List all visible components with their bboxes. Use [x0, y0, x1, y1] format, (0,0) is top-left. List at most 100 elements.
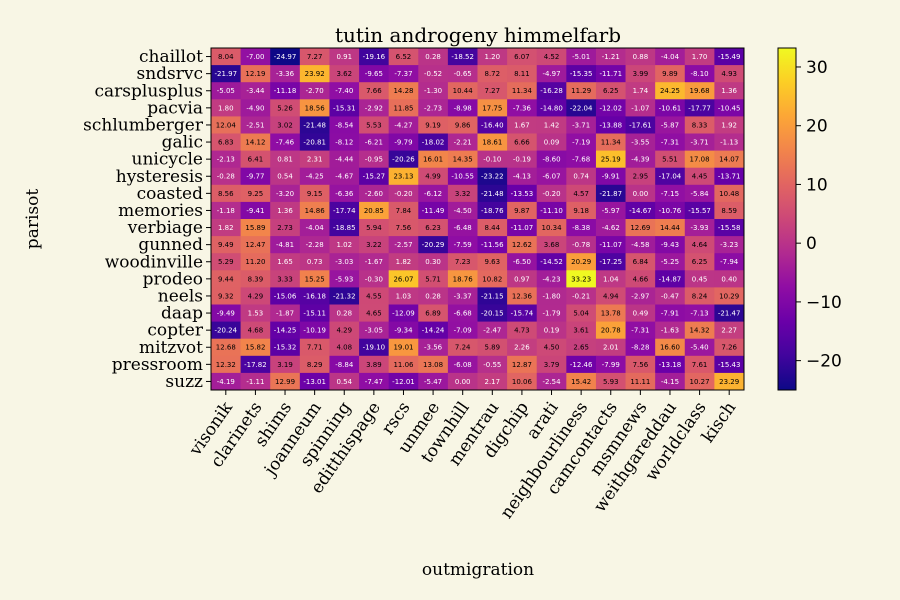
heatmap-cell	[536, 48, 567, 66]
heatmap-cell	[714, 150, 745, 169]
cell-value-label: 7.27	[485, 87, 501, 95]
cell-value-label: -11.49	[422, 207, 445, 215]
heatmap-cell	[418, 372, 449, 391]
cell-value-label: -4.19	[217, 378, 235, 386]
heatmap-cell	[625, 304, 656, 322]
cell-value-label: 7.24	[455, 344, 471, 352]
heatmap-cell	[329, 201, 360, 220]
cell-value-label: -4.67	[335, 173, 353, 181]
cell-value-label: 15.25	[305, 275, 325, 283]
cell-value-label: -11.07	[599, 241, 622, 249]
cell-value-label: -15.31	[333, 104, 356, 112]
heatmap-cell	[270, 184, 301, 203]
heatmap-cell	[299, 219, 330, 237]
cell-value-label: 4.50	[544, 344, 560, 352]
cell-value-label: 11.06	[393, 361, 414, 369]
colorbar-ticks: −20 −10 0 10 20 30	[796, 58, 842, 372]
heatmap-cell	[211, 65, 242, 83]
cell-value-label: 14.07	[719, 156, 739, 164]
cell-value-label: 1.42	[544, 121, 560, 129]
heatmap-cell	[447, 48, 478, 66]
cell-value-label: 14.32	[690, 327, 710, 335]
heatmap-cell	[270, 355, 301, 374]
heatmap-cell	[388, 48, 419, 66]
heatmap-cell	[211, 338, 242, 357]
heatmap-cell	[477, 184, 508, 203]
heatmap-cell	[625, 270, 656, 288]
y-tick-label: suzz	[165, 372, 203, 392]
heatmap-cell	[595, 355, 626, 374]
heatmap-cell	[447, 270, 478, 288]
heatmap-cell	[625, 133, 656, 151]
cell-value-label: -15.49	[718, 53, 741, 61]
cell-value-label: 12.87	[512, 361, 532, 369]
heatmap-cell	[714, 116, 745, 134]
heatmap-cell	[655, 236, 686, 254]
cell-value-label: -16.28	[540, 87, 563, 95]
heatmap-cell	[684, 253, 715, 271]
cell-value-label: -18.52	[451, 53, 474, 61]
y-tick-label: pressroom	[112, 355, 203, 375]
cell-value-label: 20.78	[601, 327, 621, 335]
cell-value-label: -6.12	[424, 190, 442, 198]
cell-value-label: -15.35	[570, 70, 593, 78]
heatmap-cell	[625, 372, 656, 391]
heatmap-cell	[270, 321, 301, 340]
cell-value-label: 5.89	[485, 344, 501, 352]
cell-value-label: 9.19	[425, 121, 441, 129]
cell-value-label: -8.98	[454, 104, 472, 112]
cell-value-label: -9.34	[394, 327, 413, 335]
cell-value-label: -12.02	[599, 104, 622, 112]
y-tick-label: sndsrvc	[136, 64, 203, 84]
cell-value-label: 1.04	[603, 275, 619, 283]
cell-value-label: 14.28	[393, 87, 413, 95]
heatmap-cell	[625, 99, 656, 117]
cell-value-label: -10.61	[659, 104, 682, 112]
cell-value-label: -0.20	[542, 190, 560, 198]
cell-value-label: -0.19	[513, 156, 531, 164]
cell-value-label: 0.28	[425, 53, 441, 61]
heatmap-cell	[655, 338, 686, 357]
heatmap-cell	[684, 219, 715, 237]
heatmap-cell	[447, 355, 478, 374]
heatmap-cell	[536, 270, 567, 288]
heatmap-cell	[655, 167, 686, 186]
cell-value-label: 8.04	[218, 53, 234, 61]
cell-value-label: -0.21	[572, 292, 590, 300]
heatmap-cell	[566, 287, 597, 305]
heatmap-cell	[684, 116, 715, 134]
heatmap-cell	[684, 321, 715, 340]
heatmap-cell	[477, 338, 508, 357]
cell-value-label: 8.56	[218, 190, 234, 198]
heatmap-cell	[388, 236, 419, 254]
cell-value-label: -7.99	[602, 361, 620, 369]
heatmap-cell	[329, 338, 360, 357]
heatmap-cell	[211, 116, 242, 134]
heatmap-cell	[536, 201, 567, 220]
cell-value-label: 6.07	[514, 53, 530, 61]
heatmap-cell	[625, 355, 656, 374]
cell-value-label: 2.27	[721, 327, 737, 335]
heatmap-cell	[714, 321, 745, 340]
heatmap-cell	[566, 372, 597, 391]
cell-value-label: -15.27	[363, 173, 386, 181]
cell-value-label: 6.89	[425, 309, 441, 317]
cell-value-label: 1.70	[692, 53, 708, 61]
cell-value-label: 14.86	[305, 207, 326, 215]
heatmap-cell	[655, 116, 686, 134]
cell-value-label: 4.08	[336, 344, 352, 352]
cell-value-label: 18.61	[482, 138, 502, 146]
heatmap-cell	[418, 82, 449, 100]
heatmap-cell	[359, 372, 390, 391]
heatmap-cell	[240, 372, 271, 391]
cell-value-label: -4.62	[602, 224, 620, 232]
heatmap-cell	[684, 167, 715, 186]
heatmap-cell	[566, 99, 597, 117]
cell-value-label: -7.68	[572, 156, 590, 164]
heatmap-cell	[447, 82, 478, 100]
cell-value-label: -3.20	[276, 190, 294, 198]
cell-value-label: -9.43	[661, 241, 679, 249]
heatmap-cell	[684, 304, 715, 322]
cell-value-label: -4.27	[394, 121, 412, 129]
cell-value-label: 2.01	[603, 344, 619, 352]
